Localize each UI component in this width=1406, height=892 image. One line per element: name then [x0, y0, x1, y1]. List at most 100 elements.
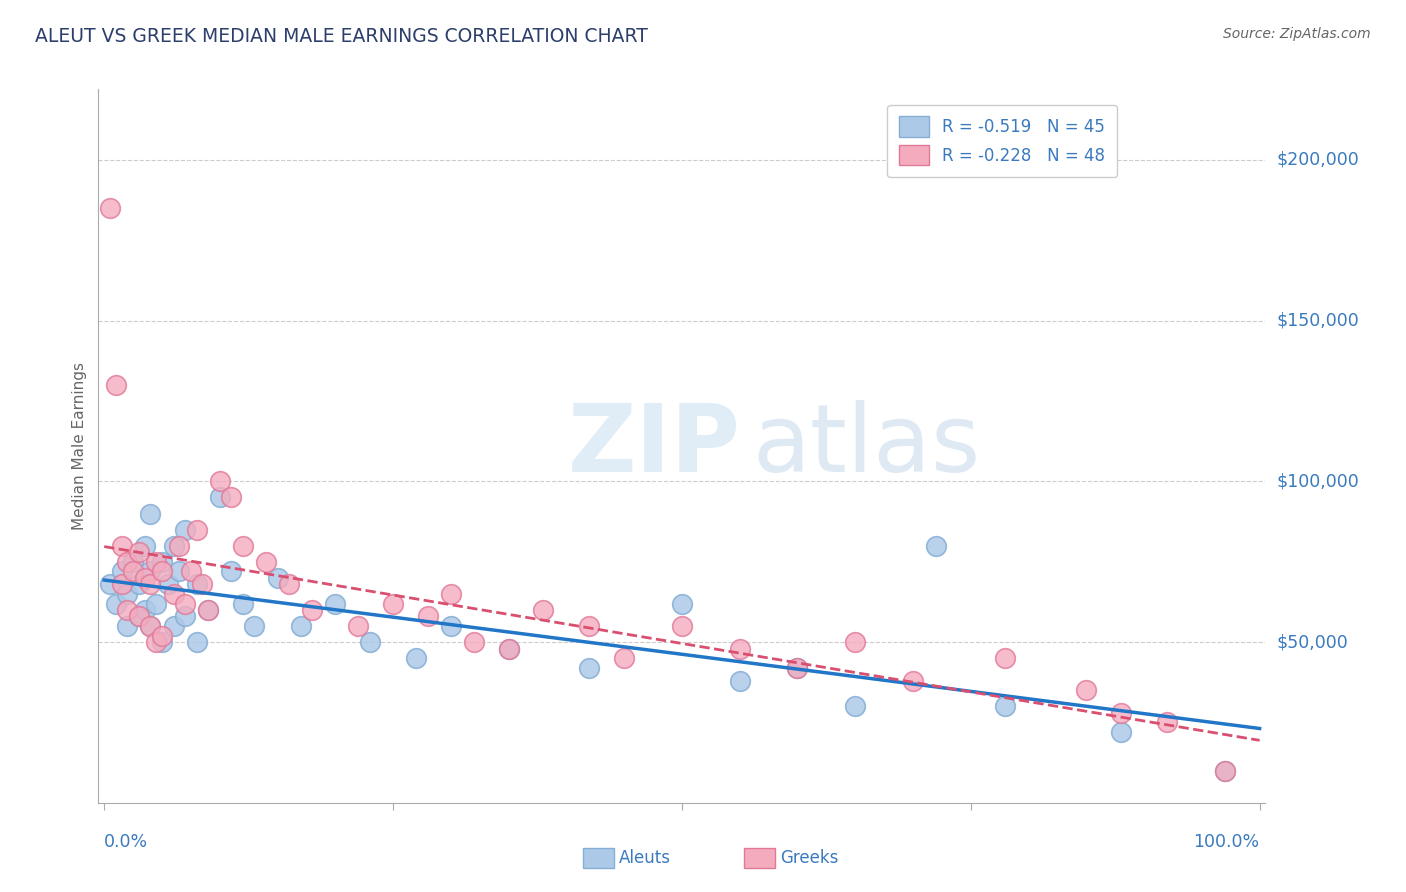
- Point: [134, 571, 156, 585]
- Point: [174, 597, 197, 611]
- Point: [180, 565, 202, 579]
- Point: [139, 507, 162, 521]
- Point: [139, 565, 162, 579]
- Point: [98, 577, 121, 591]
- Y-axis label: Median Male Earnings: Median Male Earnings: [72, 362, 87, 530]
- Point: [156, 577, 179, 591]
- Point: [110, 577, 132, 591]
- Point: [844, 635, 866, 649]
- Text: 100.0%: 100.0%: [1194, 833, 1260, 851]
- Point: [197, 603, 219, 617]
- Point: [243, 619, 266, 633]
- Point: [531, 603, 554, 617]
- Point: [110, 565, 132, 579]
- Point: [145, 635, 167, 649]
- Point: [162, 539, 184, 553]
- Text: ALEUT VS GREEK MEDIAN MALE EARNINGS CORRELATION CHART: ALEUT VS GREEK MEDIAN MALE EARNINGS CORR…: [35, 27, 648, 45]
- Text: ZIP: ZIP: [568, 400, 741, 492]
- Text: $200,000: $200,000: [1277, 151, 1360, 169]
- Text: 0.0%: 0.0%: [104, 833, 148, 851]
- Point: [139, 577, 162, 591]
- Point: [117, 603, 139, 617]
- Point: [134, 603, 156, 617]
- Point: [323, 597, 346, 611]
- Point: [174, 609, 197, 624]
- Point: [162, 587, 184, 601]
- Point: [221, 491, 243, 505]
- Point: [440, 587, 463, 601]
- Point: [498, 641, 520, 656]
- Point: [197, 603, 219, 617]
- Point: [150, 635, 173, 649]
- Point: [578, 619, 600, 633]
- Point: [1076, 683, 1098, 698]
- Text: $50,000: $50,000: [1277, 633, 1348, 651]
- Point: [382, 597, 405, 611]
- Point: [347, 619, 370, 633]
- Point: [1109, 706, 1132, 720]
- Point: [786, 661, 808, 675]
- Point: [186, 635, 208, 649]
- Text: $150,000: $150,000: [1277, 311, 1360, 330]
- Point: [145, 597, 167, 611]
- Point: [174, 523, 197, 537]
- Point: [301, 603, 323, 617]
- Point: [1213, 764, 1236, 778]
- Point: [139, 619, 162, 633]
- Point: [232, 597, 254, 611]
- Point: [671, 619, 693, 633]
- Point: [117, 555, 139, 569]
- Point: [786, 661, 808, 675]
- Point: [463, 635, 485, 649]
- Point: [122, 565, 145, 579]
- Point: [150, 565, 173, 579]
- Point: [901, 673, 924, 688]
- Point: [169, 539, 191, 553]
- Point: [134, 539, 156, 553]
- Legend: R = -0.519   N = 45, R = -0.228   N = 48: R = -0.519 N = 45, R = -0.228 N = 48: [887, 104, 1116, 177]
- Point: [290, 619, 312, 633]
- Point: [208, 491, 231, 505]
- Point: [208, 475, 231, 489]
- Point: [671, 597, 693, 611]
- Point: [191, 577, 214, 591]
- Point: [104, 597, 127, 611]
- Point: [613, 651, 636, 665]
- Point: [728, 673, 751, 688]
- Point: [254, 555, 277, 569]
- Point: [186, 577, 208, 591]
- Point: [728, 641, 751, 656]
- Point: [145, 555, 167, 569]
- Point: [1156, 715, 1178, 730]
- Point: [266, 571, 288, 585]
- Point: [221, 565, 243, 579]
- Point: [122, 555, 145, 569]
- Point: [232, 539, 254, 553]
- Point: [994, 651, 1017, 665]
- Point: [925, 539, 948, 553]
- Point: [498, 641, 520, 656]
- Point: [110, 539, 132, 553]
- Point: [128, 545, 150, 559]
- Point: [128, 577, 150, 591]
- Point: [1109, 725, 1132, 739]
- Text: Source: ZipAtlas.com: Source: ZipAtlas.com: [1223, 27, 1371, 41]
- Point: [416, 609, 439, 624]
- Point: [186, 523, 208, 537]
- Point: [150, 555, 173, 569]
- Text: atlas: atlas: [752, 400, 980, 492]
- Point: [139, 619, 162, 633]
- Text: Greeks: Greeks: [780, 849, 839, 867]
- Point: [98, 201, 121, 215]
- Point: [117, 587, 139, 601]
- Point: [844, 699, 866, 714]
- Point: [162, 619, 184, 633]
- Text: $100,000: $100,000: [1277, 473, 1360, 491]
- Point: [278, 577, 301, 591]
- Point: [440, 619, 463, 633]
- Point: [1213, 764, 1236, 778]
- Point: [405, 651, 427, 665]
- Point: [128, 609, 150, 624]
- Point: [150, 629, 173, 643]
- Point: [578, 661, 600, 675]
